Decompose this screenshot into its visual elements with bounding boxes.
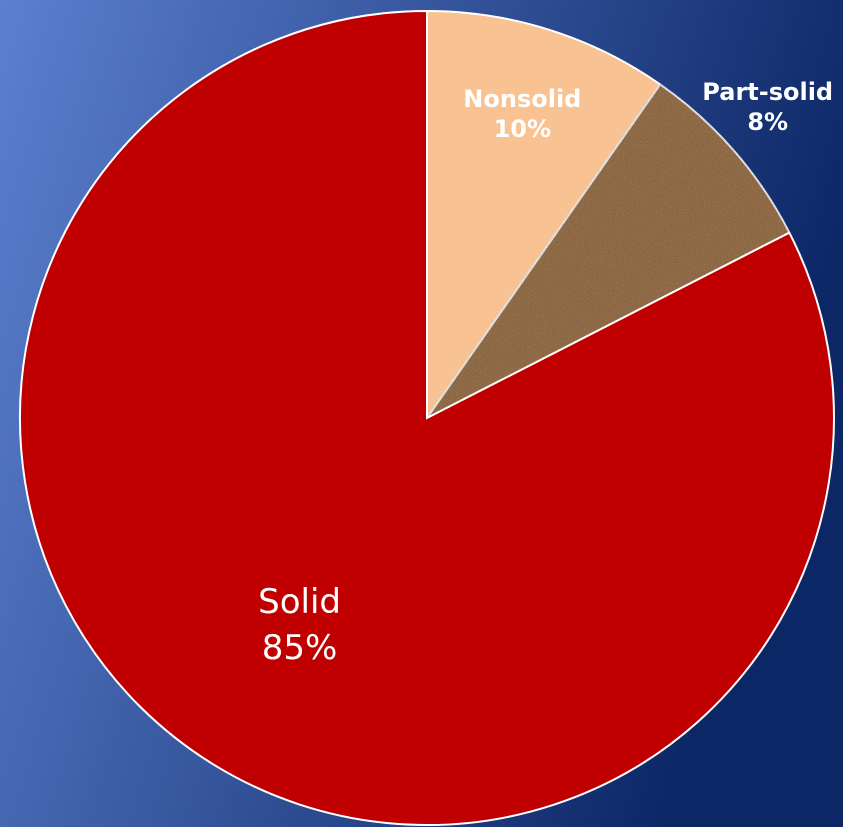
slice-label: Solid — [258, 582, 341, 622]
pie-slice — [426, 83, 791, 419]
value-label: 10% — [494, 115, 551, 143]
value-label: 8% — [747, 108, 788, 136]
pie-slice — [19, 9, 835, 826]
slice-label: Nonsolid — [463, 85, 581, 113]
value-label: 85% — [262, 628, 338, 668]
slice-label: Part-solid — [702, 78, 833, 106]
pie-slice — [426, 9, 662, 422]
